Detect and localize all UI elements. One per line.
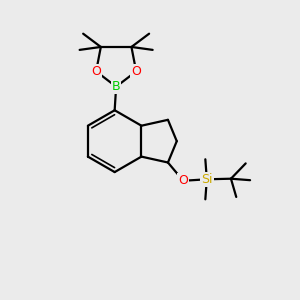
Text: O: O xyxy=(178,174,188,187)
Text: O: O xyxy=(91,65,101,78)
Text: B: B xyxy=(112,80,121,93)
Text: Si: Si xyxy=(201,173,213,186)
Text: O: O xyxy=(131,65,141,78)
